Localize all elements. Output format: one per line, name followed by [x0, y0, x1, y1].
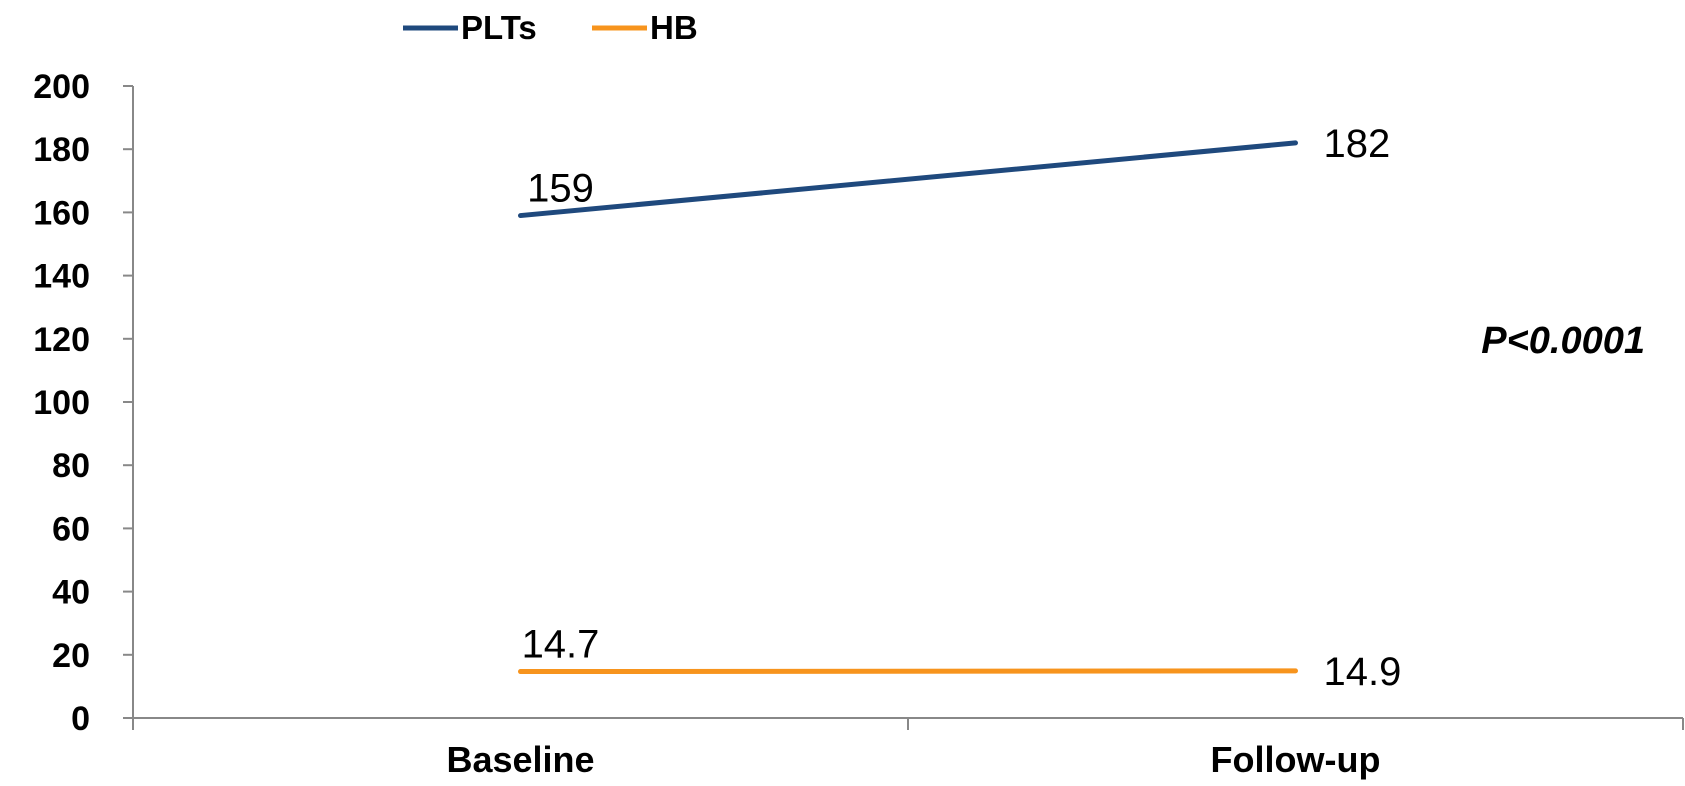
p-value-annotation: P<0.0001 — [1481, 320, 1645, 362]
x-axis: Baseline Follow-up — [132, 717, 1684, 780]
series-line-hb — [518, 668, 1298, 675]
y-tick-label: 180 — [33, 131, 90, 169]
x-category-label: Follow-up — [1211, 739, 1381, 780]
y-tick-label: 200 — [33, 68, 90, 106]
legend-label-hb: HB — [650, 9, 698, 46]
y-tick-label: 100 — [33, 384, 90, 422]
data-label-plts: 159 — [527, 167, 594, 211]
data-label-plts: 182 — [1324, 122, 1391, 166]
y-tick-label: 80 — [52, 447, 90, 485]
y-tick-label: 20 — [52, 637, 90, 675]
y-axis: 0 20 40 60 80 100 120 140 160 180 200 — [33, 68, 134, 738]
series-layer: 159 182 14.7 14.9 — [518, 122, 1402, 694]
y-tick-label: 0 — [71, 700, 90, 738]
data-label-hb: 14.9 — [1324, 650, 1402, 694]
y-tick-label: 120 — [33, 321, 90, 359]
series-line-plts — [518, 140, 1298, 219]
legend-label-plts: PLTs — [461, 9, 537, 46]
legend: PLTs HB — [403, 9, 698, 46]
y-tick-label: 60 — [52, 510, 90, 548]
y-tick-label: 160 — [33, 194, 90, 232]
x-category-label: Baseline — [446, 739, 594, 780]
data-label-hb: 14.7 — [522, 623, 600, 667]
y-tick-label: 40 — [52, 574, 90, 612]
y-tick-label: 140 — [33, 258, 90, 296]
